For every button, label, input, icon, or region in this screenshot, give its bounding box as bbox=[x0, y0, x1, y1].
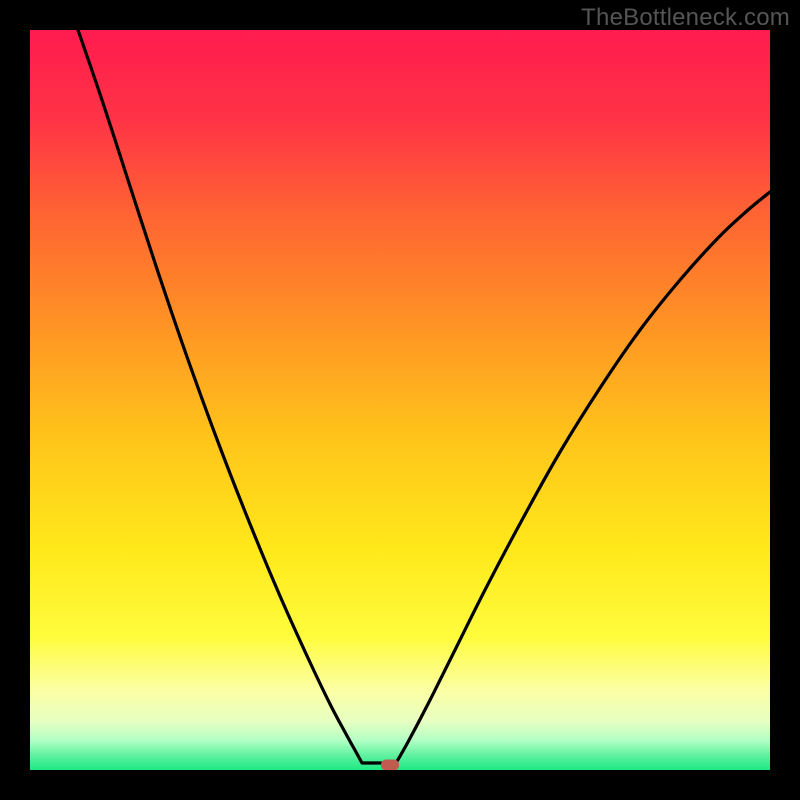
gradient-background bbox=[30, 30, 770, 770]
plot-area bbox=[30, 30, 770, 770]
chart-svg bbox=[30, 30, 770, 770]
minimum-marker bbox=[381, 760, 399, 771]
chart-frame: TheBottleneck.com bbox=[0, 0, 800, 800]
watermark-text: TheBottleneck.com bbox=[581, 4, 790, 32]
